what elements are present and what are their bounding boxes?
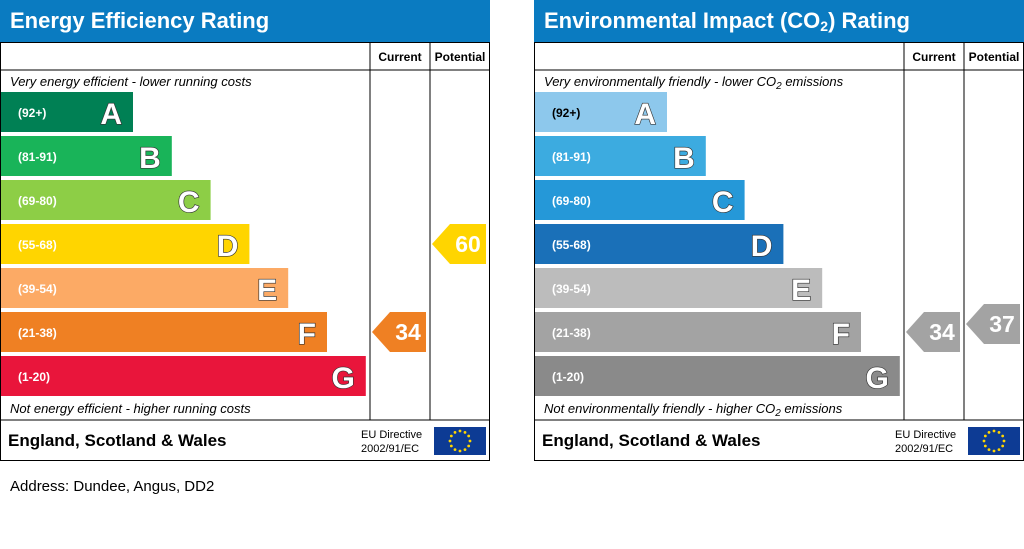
energy-efficiency-panel: Energy Efficiency Rating Current Potentia… <box>0 0 490 461</box>
band-a-range: (92+) <box>552 106 580 120</box>
band-c-range: (69-80) <box>552 194 591 208</box>
current-rating-arrow <box>906 312 960 352</box>
potential-rating-arrow <box>966 304 1020 344</box>
band-e-range: (39-54) <box>552 282 591 296</box>
band-d-bar <box>535 224 784 264</box>
eu-flag-star <box>467 444 471 448</box>
band-e-bar <box>535 268 823 308</box>
band-g-bar <box>535 356 900 396</box>
band-b-bar <box>535 136 706 176</box>
band-f-bar <box>1 312 327 352</box>
environmental-impact-panel: Environmental Impact (CO2) Rating Curren… <box>534 0 1024 461</box>
eu-flag-icon <box>968 427 1020 455</box>
band-d-bar <box>1 224 250 264</box>
band-c-bar <box>1 180 211 220</box>
directive-line1: EU Directive <box>895 429 956 441</box>
band-b-range: (81-91) <box>552 150 591 164</box>
current-column-header: Current <box>912 50 955 64</box>
eu-flag-star <box>1001 444 1005 448</box>
band-d-range: (55-68) <box>18 238 57 252</box>
region-label: England, Scotland & Wales <box>542 431 761 450</box>
bottom-caption: Not environmentally friendly - higher CO… <box>544 401 843 419</box>
band-a-letter: A <box>100 98 122 131</box>
potential-column-header: Potential <box>435 50 486 64</box>
band-d-letter: D <box>751 230 773 263</box>
band-e-letter: E <box>791 274 811 307</box>
eu-flag-star <box>467 434 471 438</box>
eu-flag-star <box>983 444 987 448</box>
bottom-caption: Not energy efficient - higher running co… <box>10 401 251 416</box>
region-label: England, Scotland & Wales <box>8 431 227 450</box>
eu-flag-star <box>458 449 462 453</box>
eu-flag-star <box>982 439 986 443</box>
band-e-range: (39-54) <box>18 282 57 296</box>
eu-flag-star <box>987 448 991 452</box>
eu-flag-star <box>458 429 462 433</box>
environmental-impact-chart: Current Potential Very environmentally fri… <box>534 42 1024 461</box>
current-rating-arrow <box>372 312 426 352</box>
band-a-range: (92+) <box>18 106 46 120</box>
eu-flag-star <box>1002 439 1006 443</box>
band-g-bar <box>1 356 366 396</box>
band-c-range: (69-80) <box>18 194 57 208</box>
eu-flag-star <box>992 449 996 453</box>
energy-efficiency-title: Energy Efficiency Rating <box>0 0 490 42</box>
band-c-letter: C <box>178 186 200 219</box>
directive-line2: 2002/91/EC <box>361 443 419 455</box>
eu-flag-star <box>997 448 1001 452</box>
band-a-letter: A <box>634 98 656 131</box>
energy-efficiency-chart: Current Potential Very energy efficient - … <box>0 42 490 461</box>
band-a-bar <box>535 92 667 132</box>
current-column-header: Current <box>378 50 421 64</box>
band-f-range: (21-38) <box>552 326 591 340</box>
eu-flag-star <box>463 430 467 434</box>
eu-flag-star <box>448 439 452 443</box>
band-b-letter: B <box>673 142 695 175</box>
potential-rating-arrow <box>432 224 486 264</box>
eu-flag-star <box>453 448 457 452</box>
band-g-letter: G <box>331 362 354 395</box>
eu-flag-star <box>449 444 453 448</box>
property-address: Address: Dundee, Angus, DD2 <box>10 478 215 495</box>
eu-flag-star <box>468 439 472 443</box>
potential-column-header: Potential <box>969 50 1020 64</box>
eu-flag-star <box>992 429 996 433</box>
band-b-range: (81-91) <box>18 150 57 164</box>
eu-flag-star <box>983 434 987 438</box>
current-rating-value: 34 <box>929 319 955 345</box>
band-c-letter: C <box>712 186 734 219</box>
potential-rating-value: 60 <box>455 231 481 257</box>
band-e-bar <box>1 268 289 308</box>
current-rating-value: 34 <box>395 319 421 345</box>
eu-flag-star <box>453 430 457 434</box>
band-b-letter: B <box>139 142 161 175</box>
band-g-letter: G <box>865 362 888 395</box>
potential-rating-value: 37 <box>989 311 1015 337</box>
band-g-range: (1-20) <box>18 370 50 384</box>
directive-line2: 2002/91/EC <box>895 443 953 455</box>
eu-flag-icon <box>434 427 486 455</box>
eu-flag-star <box>463 448 467 452</box>
top-caption: Very environmentally friendly - lower CO… <box>544 74 844 92</box>
band-f-bar <box>535 312 861 352</box>
band-a-bar <box>1 92 133 132</box>
band-e-letter: E <box>257 274 277 307</box>
directive-line1: EU Directive <box>361 429 422 441</box>
band-d-range: (55-68) <box>552 238 591 252</box>
band-f-letter: F <box>832 318 850 351</box>
band-c-bar <box>535 180 745 220</box>
band-d-letter: D <box>217 230 239 263</box>
eu-flag-star <box>1001 434 1005 438</box>
eu-flag-star <box>987 430 991 434</box>
band-f-letter: F <box>298 318 316 351</box>
band-f-range: (21-38) <box>18 326 57 340</box>
top-caption: Very energy efficient - lower running co… <box>10 74 252 89</box>
environmental-impact-title: Environmental Impact (CO2) Rating <box>534 0 1024 42</box>
eu-flag-star <box>449 434 453 438</box>
eu-flag-star <box>997 430 1001 434</box>
band-g-range: (1-20) <box>552 370 584 384</box>
band-b-bar <box>1 136 172 176</box>
